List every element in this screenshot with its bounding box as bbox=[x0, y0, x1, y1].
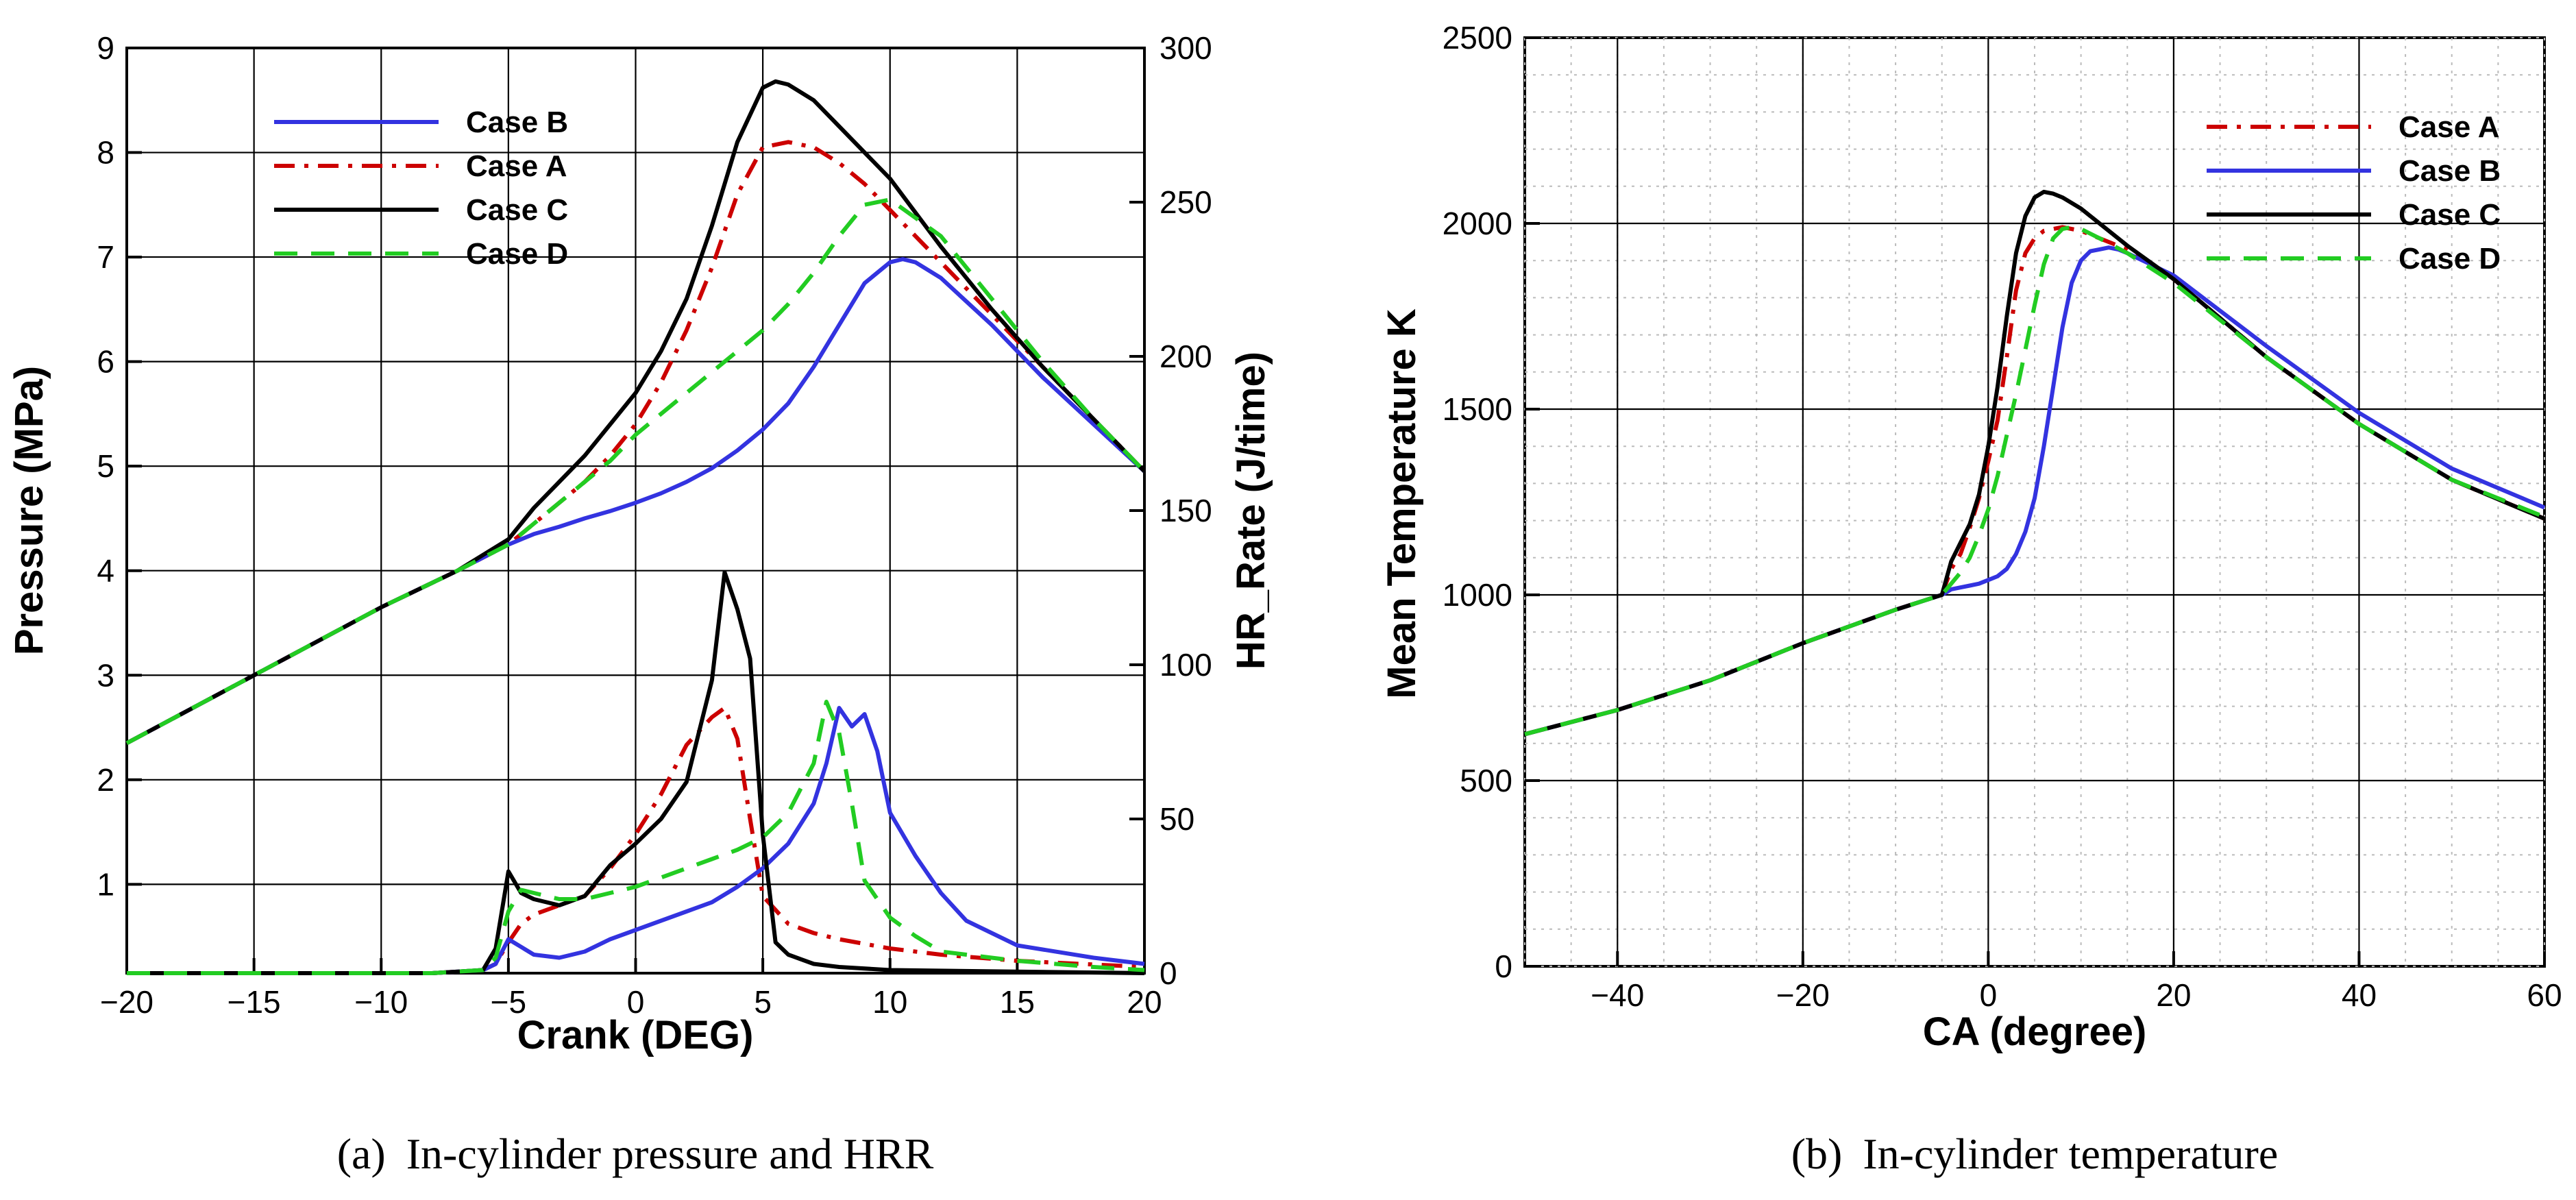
y2-tick-label: 0 bbox=[1160, 955, 1177, 991]
y-tick-label: 7 bbox=[97, 239, 114, 275]
caption-a: (a) In-cylinder pressure and HRR bbox=[337, 1129, 934, 1178]
y2-tick-label: 300 bbox=[1160, 30, 1212, 66]
x-tick-label: −15 bbox=[228, 984, 281, 1020]
x-tick-label: −10 bbox=[354, 984, 408, 1020]
legend-label-case-a: Case A bbox=[2399, 110, 2500, 144]
caption-a-text: In-cylinder pressure and HRR bbox=[406, 1129, 934, 1178]
grid bbox=[1524, 37, 2545, 967]
series-lines bbox=[125, 79, 1146, 975]
caption-b-text: In-cylinder temperature bbox=[1863, 1129, 2278, 1178]
legend-label-case-c: Case C bbox=[466, 193, 568, 227]
y-axis-label: Mean Temperature K bbox=[1379, 308, 1424, 699]
series-line-case-d bbox=[1524, 225, 2546, 737]
series-lines bbox=[1524, 189, 2546, 737]
x-tick-label: −20 bbox=[100, 984, 154, 1020]
y-tick-label: 4 bbox=[97, 553, 114, 589]
axis-ticks: −20 −15 −10 −5 0 5 10 15 20 1 2 3 4 5 6 7 8 9 0 50 100 150 200… bbox=[97, 30, 1212, 1020]
legend-label-case-b: Case B bbox=[2399, 154, 2501, 188]
y-axis-label: Pressure (MPa) bbox=[7, 366, 51, 655]
caption-b: (b) In-cylinder temperature bbox=[1791, 1129, 2279, 1178]
legend-label-case-d: Case D bbox=[466, 237, 568, 271]
y-tick-label: 0 bbox=[1495, 948, 1512, 984]
x-tick-label: −20 bbox=[1776, 977, 1830, 1013]
y-tick-label: 1 bbox=[97, 866, 114, 902]
y-tick-label: 1000 bbox=[1443, 577, 1512, 613]
y-tick-label: 6 bbox=[97, 344, 114, 380]
chart-pressure-hrr: −20 −15 −10 −5 0 5 10 15 20 1 2 3 4 5 6 7 8 9 0 50 100 150 200… bbox=[7, 30, 1273, 1178]
x-tick-label: 0 bbox=[627, 984, 645, 1020]
series-line-case-c-hrr bbox=[127, 570, 1145, 975]
series-line-case-b bbox=[1524, 245, 2546, 737]
x-tick-label: 40 bbox=[2342, 977, 2377, 1013]
x-tick-label: 0 bbox=[1980, 977, 1998, 1013]
caption-b-prefix: (b) bbox=[1791, 1129, 1843, 1178]
y-tick-label: 3 bbox=[97, 657, 114, 693]
series-line-case-c-pressure bbox=[125, 79, 1146, 746]
y2-axis-label: HR_Rate (J/time) bbox=[1229, 352, 1273, 670]
x-tick-label: 10 bbox=[872, 984, 907, 1020]
legend-label-case-c: Case C bbox=[2399, 198, 2501, 232]
x-tick-label: 60 bbox=[2527, 977, 2562, 1013]
legend-label-case-b: Case B bbox=[466, 106, 568, 139]
y-tick-label: 9 bbox=[97, 30, 114, 66]
y2-tick-label: 50 bbox=[1160, 801, 1194, 837]
legend: Case A Case B Case C Case D bbox=[2207, 110, 2501, 275]
y-tick-label: 2000 bbox=[1443, 206, 1512, 241]
axis-ticks: −40 −20 0 20 40 60 0 500 1000 1500 2000 2500 bbox=[1443, 20, 2562, 1013]
caption-a-prefix: (a) bbox=[337, 1129, 386, 1178]
x-axis-label: CA (degree) bbox=[1923, 1009, 2147, 1054]
x-tick-label: 20 bbox=[2156, 977, 2191, 1013]
grid bbox=[127, 48, 1144, 973]
x-tick-label: −5 bbox=[491, 984, 526, 1020]
x-tick-label: 20 bbox=[1127, 984, 1162, 1020]
y2-tick-label: 200 bbox=[1160, 339, 1212, 374]
y-tick-label: 2500 bbox=[1443, 20, 1512, 56]
y2-tick-label: 250 bbox=[1160, 184, 1212, 220]
series-line-case-c bbox=[1524, 189, 2546, 737]
series-line-case-d-pressure bbox=[125, 197, 1146, 746]
y2-tick-label: 150 bbox=[1160, 493, 1212, 528]
series-line-case-b-pressure bbox=[125, 257, 1146, 746]
series-line-case-b-hrr bbox=[127, 706, 1145, 975]
y-tick-label: 2 bbox=[97, 762, 114, 798]
legend-label-case-a: Case A bbox=[466, 149, 567, 183]
y-tick-label: 1500 bbox=[1443, 391, 1512, 427]
x-tick-label: −40 bbox=[1591, 977, 1644, 1013]
chart-temperature: −40 −20 0 20 40 60 0 500 1000 1500 2000 2500 Case A… bbox=[1379, 20, 2562, 1178]
y2-tick-label: 100 bbox=[1160, 647, 1212, 683]
y-tick-label: 5 bbox=[97, 448, 114, 484]
y-tick-label: 500 bbox=[1460, 763, 1512, 798]
y-tick-label: 8 bbox=[97, 135, 114, 171]
x-tick-label: 5 bbox=[754, 984, 772, 1020]
x-tick-label: 15 bbox=[1000, 984, 1035, 1020]
x-axis-label: Crank (DEG) bbox=[517, 1013, 754, 1057]
legend-label-case-d: Case D bbox=[2399, 242, 2501, 275]
legend: Case B Case A Case C Case D bbox=[274, 106, 568, 271]
